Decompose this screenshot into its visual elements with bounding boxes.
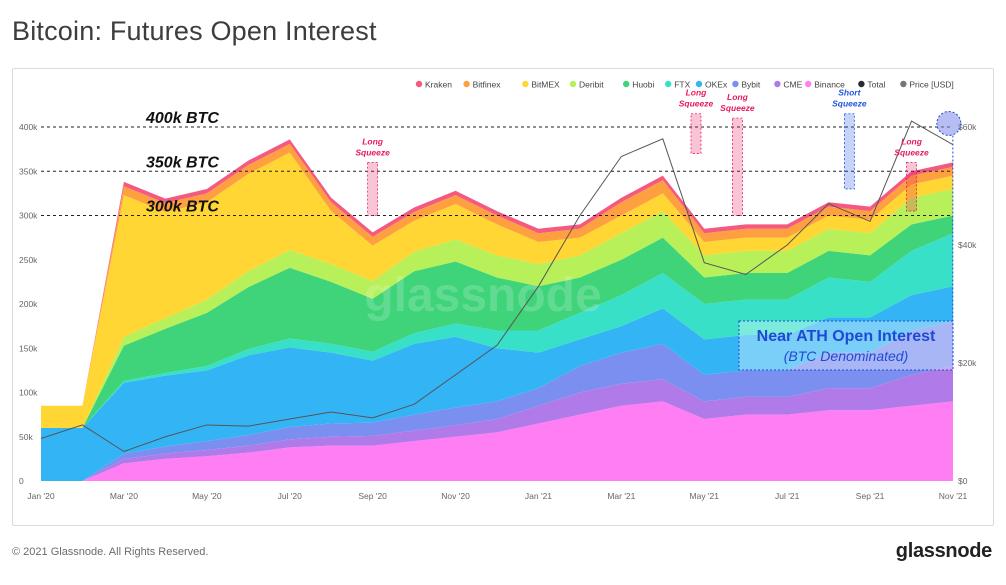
x-axis: Jan '20 Mar '20 May '20 Jul '20 Sep '20 Nov '… — [27, 491, 967, 501]
legend-dot — [774, 80, 781, 88]
ath-title: Near ATH Open Interest — [757, 328, 936, 345]
reference-label: 300k BTC — [146, 199, 219, 216]
ath-annotation: Near ATH Open Interest (BTC Denominated) — [738, 110, 962, 371]
reference-lines: 400k BTC 350k BTC 300k BTC — [41, 110, 953, 216]
legend-dot — [415, 80, 423, 88]
y-tick-label: 150k — [19, 343, 38, 353]
area-binance — [41, 401, 953, 481]
squeeze-highlight — [906, 162, 917, 212]
legend-dot — [522, 80, 529, 88]
squeeze-label: Long — [901, 136, 923, 146]
legend-label: Huobi — [632, 80, 654, 90]
y2-tick-label: $0 — [958, 476, 968, 486]
y-axis-left: 0 50k 100k 150k 200k 250k 300k 350k 400k — [19, 122, 38, 486]
price-line — [40, 120, 954, 453]
ath-subtitle: (BTC Denominated) — [784, 348, 909, 364]
x-tick-label: Jul '21 — [775, 491, 800, 501]
squeeze-label: Long — [727, 92, 749, 102]
page-title: Bitcoin: Futures Open Interest — [12, 16, 377, 46]
area-okex — [41, 286, 953, 481]
x-tick-label: May '21 — [690, 491, 720, 501]
legend-dot — [900, 80, 907, 88]
y-tick-label: 50k — [19, 432, 33, 442]
legend-dot — [623, 80, 630, 88]
futures-open-interest-chart: Price [USD] Total Binance CME Bybit OKEx FTX Hu… — [19, 80, 977, 502]
x-tick-label: Nov '21 — [939, 491, 968, 501]
squeeze-highlight — [732, 117, 743, 216]
y-tick-label: 250k — [19, 255, 38, 265]
reference-label: 350k BTC — [146, 154, 219, 171]
legend-label: Bitfinex — [473, 80, 502, 90]
legend-label: Kraken — [425, 80, 452, 90]
squeeze-label: Squeeze — [679, 99, 714, 109]
stacked-area-series — [41, 139, 953, 481]
squeeze-label: Squeeze — [894, 147, 929, 157]
squeeze-label: Squeeze — [832, 99, 867, 109]
legend-dot — [665, 80, 672, 88]
legend-label: Total — [867, 80, 885, 90]
area-huobi — [41, 215, 953, 428]
y-tick-label: 0 — [19, 476, 24, 486]
ath-box — [738, 320, 954, 371]
chart-frame: Price [USD] Total Binance CME Bybit OKEx FTX Hu… — [12, 68, 994, 526]
x-tick-label: Jan '20 — [27, 491, 54, 501]
legend-label: Deribit — [579, 80, 604, 90]
legend-label: CME — [783, 80, 802, 90]
copyright-text: © 2021 Glassnode. All Rights Reserved. — [12, 546, 209, 558]
y2-tick-label: $60k — [958, 122, 977, 132]
legend-label: OKEx — [705, 80, 728, 90]
x-tick-label: Sep '21 — [856, 491, 885, 501]
legend-label: Price [USD] — [909, 80, 953, 90]
x-tick-label: Mar '21 — [607, 491, 635, 501]
squeeze-label: Long — [362, 136, 384, 146]
x-tick-label: Jan '21 — [525, 491, 552, 501]
squeeze-label: Long — [686, 88, 708, 98]
y-tick-label: 300k — [19, 211, 38, 221]
legend-dot — [695, 80, 703, 88]
legend-dot — [858, 80, 865, 88]
brand-logo: glassnode — [895, 540, 993, 562]
chart-legend: Price [USD] Total Binance CME Bybit OKEx FTX Hu… — [415, 80, 954, 90]
y-tick-label: 200k — [19, 299, 38, 309]
y-tick-label: 100k — [19, 388, 38, 398]
legend-dot — [569, 80, 577, 88]
y-tick-label: 400k — [19, 122, 38, 132]
squeeze-highlight — [843, 113, 855, 190]
squeeze-highlight — [690, 113, 702, 154]
price-usd-line — [40, 120, 954, 453]
reference-label: 400k BTC — [145, 110, 219, 127]
legend-dot — [463, 80, 470, 88]
legend-dot — [805, 80, 812, 88]
watermark: glassnode — [364, 269, 601, 322]
legend-label: BitMEX — [531, 80, 560, 90]
squeeze-label: Squeeze — [720, 103, 755, 113]
squeeze-annotations: LongSqueezeLongSqueezeLongSqueezeShortSq… — [355, 88, 929, 216]
squeeze-label: Squeeze — [355, 147, 390, 157]
legend-label: Binance — [814, 80, 845, 90]
y2-tick-label: $20k — [958, 358, 977, 368]
legend-label: Bybit — [741, 80, 761, 90]
legend-label: FTX — [674, 80, 690, 90]
y-axis-right: $0 $20k $40k $60k — [958, 122, 977, 486]
x-tick-label: Nov '20 — [441, 491, 470, 501]
ath-marker — [936, 110, 962, 136]
x-tick-label: May '20 — [192, 491, 222, 501]
area-cme — [41, 365, 953, 481]
y2-tick-label: $40k — [958, 240, 977, 250]
legend-dot — [732, 80, 739, 88]
area-bitmex — [41, 152, 953, 428]
squeeze-label: Short — [838, 88, 861, 98]
squeeze-highlight — [367, 162, 379, 216]
x-tick-label: Jul '20 — [278, 491, 303, 501]
x-tick-label: Sep '20 — [358, 491, 387, 501]
y-tick-label: 350k — [19, 166, 38, 176]
x-tick-label: Mar '20 — [110, 491, 138, 501]
